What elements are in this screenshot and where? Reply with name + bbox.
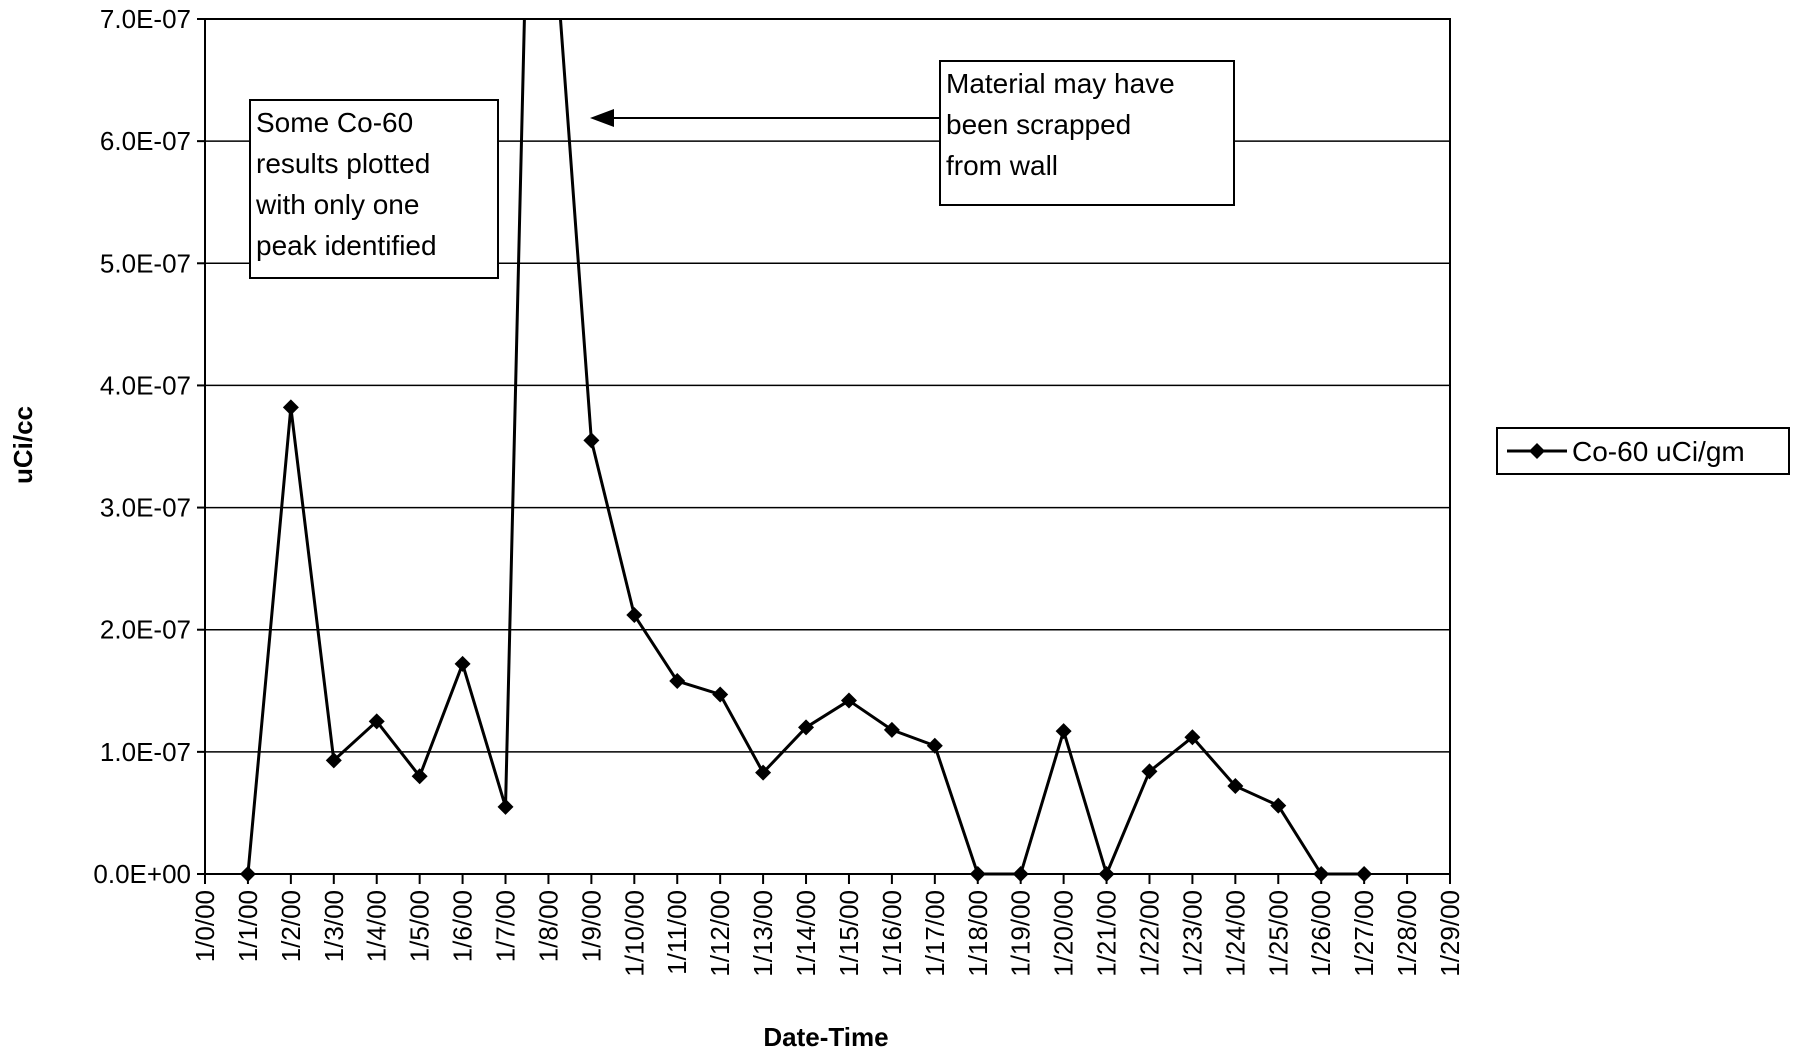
plot-area	[204, 18, 1451, 875]
annotation-line: peak identified	[256, 230, 437, 261]
data-point-diamond	[282, 399, 299, 416]
x-tick-label: 1/6/00	[448, 890, 478, 962]
x-tick-label: 1/19/00	[1006, 890, 1036, 977]
y-tick-label: 4.0E-07	[100, 370, 191, 400]
data-point-diamond	[669, 673, 686, 690]
data-series	[239, 18, 1373, 882]
annotation-line: from wall	[946, 150, 1058, 181]
data-point-diamond	[1098, 866, 1115, 882]
data-point-diamond	[1356, 866, 1373, 882]
data-point-diamond	[840, 692, 857, 709]
x-tick-label: 1/29/00	[1435, 890, 1465, 977]
x-tick-label: 1/17/00	[920, 890, 950, 977]
annotation-line: with only one	[255, 189, 419, 220]
x-tick-label: 1/5/00	[405, 890, 435, 962]
x-axis-title: Date-Time	[763, 1022, 888, 1052]
y-tick-label: 0.0E+00	[93, 859, 191, 889]
y-tick-label: 2.0E-07	[100, 615, 191, 645]
x-tick-label: 1/3/00	[319, 890, 349, 962]
data-point-diamond	[497, 798, 514, 815]
data-point-diamond	[1055, 723, 1072, 740]
annotation-line: results plotted	[256, 148, 430, 179]
data-point-diamond	[798, 719, 815, 736]
data-point-diamond	[626, 607, 643, 624]
data-point-diamond	[239, 866, 256, 882]
data-point-diamond	[325, 752, 342, 769]
annotations: Some Co-60 results plotted with only one pe…	[249, 60, 1235, 279]
data-point-diamond	[755, 764, 772, 781]
x-tick-label: 1/1/00	[233, 890, 263, 962]
y-tick-label: 6.0E-07	[100, 126, 191, 156]
x-tick-label: 1/26/00	[1306, 890, 1336, 977]
data-point-diamond	[368, 713, 385, 730]
y-tick-label: 3.0E-07	[100, 493, 191, 523]
x-axis: 1/0/00 1/1/00 1/2/00 1/3/00 1/4/00 1/5/00 1/6/…	[190, 874, 1465, 977]
data-point-diamond	[411, 768, 428, 785]
x-tick-label: 1/9/00	[576, 890, 606, 962]
x-tick-label: 1/20/00	[1049, 890, 1079, 977]
x-tick-label: 1/15/00	[834, 890, 864, 977]
x-tick-label: 1/14/00	[791, 890, 821, 977]
x-tick-label: 1/10/00	[619, 890, 649, 977]
x-tick-label: 1/13/00	[748, 890, 778, 977]
data-point-diamond	[1270, 797, 1287, 814]
data-point-diamond	[583, 432, 600, 449]
annotation-box	[939, 60, 1235, 206]
annotation-box	[249, 99, 499, 279]
x-tick-label: 1/7/00	[491, 890, 521, 962]
x-tick-label: 1/23/00	[1177, 890, 1207, 977]
y-axis-title: uCi/cc	[8, 406, 38, 484]
legend: Co-60 uCi/gm	[1496, 427, 1790, 475]
data-point-diamond	[969, 866, 986, 882]
series-line	[246, 18, 1365, 876]
x-tick-label: 1/27/00	[1349, 890, 1379, 977]
x-tick-label: 1/21/00	[1092, 890, 1122, 977]
annotation-callout: Some Co-60 results plotted with only one pe…	[249, 99, 499, 279]
x-tick-label: 1/25/00	[1263, 890, 1293, 977]
x-tick-label: 1/16/00	[877, 890, 907, 977]
annotation-line: Some Co-60	[256, 107, 413, 138]
data-point-diamond	[454, 655, 471, 672]
x-tick-label: 1/28/00	[1392, 890, 1422, 977]
x-tick-label: 1/22/00	[1134, 890, 1164, 977]
data-point-diamond	[926, 737, 943, 754]
data-point-diamond	[883, 721, 900, 738]
legend-marker-diamond-icon	[1529, 443, 1545, 459]
x-tick-label: 1/12/00	[705, 890, 735, 977]
annotation-line: Material may have	[946, 68, 1175, 99]
annotation-line: been scrapped	[946, 109, 1131, 140]
x-tick-label: 1/11/00	[662, 890, 692, 975]
x-tick-label: 1/24/00	[1220, 890, 1250, 977]
data-point-diamond	[1012, 866, 1029, 882]
annotation-callout: Material may have been scrapped from wall	[590, 60, 1235, 206]
y-axis: 0.0E+00 1.0E-07 2.0E-07 3.0E-07 4.0E-07 5.0E-…	[93, 4, 205, 889]
arrowhead-icon	[590, 109, 614, 127]
x-tick-label: 1/0/00	[190, 890, 220, 962]
data-point-diamond	[1227, 778, 1244, 795]
x-tick-label: 1/18/00	[963, 890, 993, 977]
data-point-diamond	[1313, 866, 1330, 882]
legend-label: Co-60 uCi/gm	[1572, 436, 1745, 467]
data-point-diamond	[1141, 763, 1158, 780]
data-point-diamond	[712, 686, 729, 703]
y-tick-label: 1.0E-07	[100, 737, 191, 767]
x-tick-label: 1/2/00	[276, 890, 306, 962]
y-tick-label: 5.0E-07	[100, 248, 191, 278]
y-tick-label: 7.0E-07	[100, 4, 191, 34]
x-tick-label: 1/4/00	[362, 890, 392, 962]
data-point-diamond	[1184, 729, 1201, 746]
x-tick-label: 1/8/00	[533, 890, 563, 962]
